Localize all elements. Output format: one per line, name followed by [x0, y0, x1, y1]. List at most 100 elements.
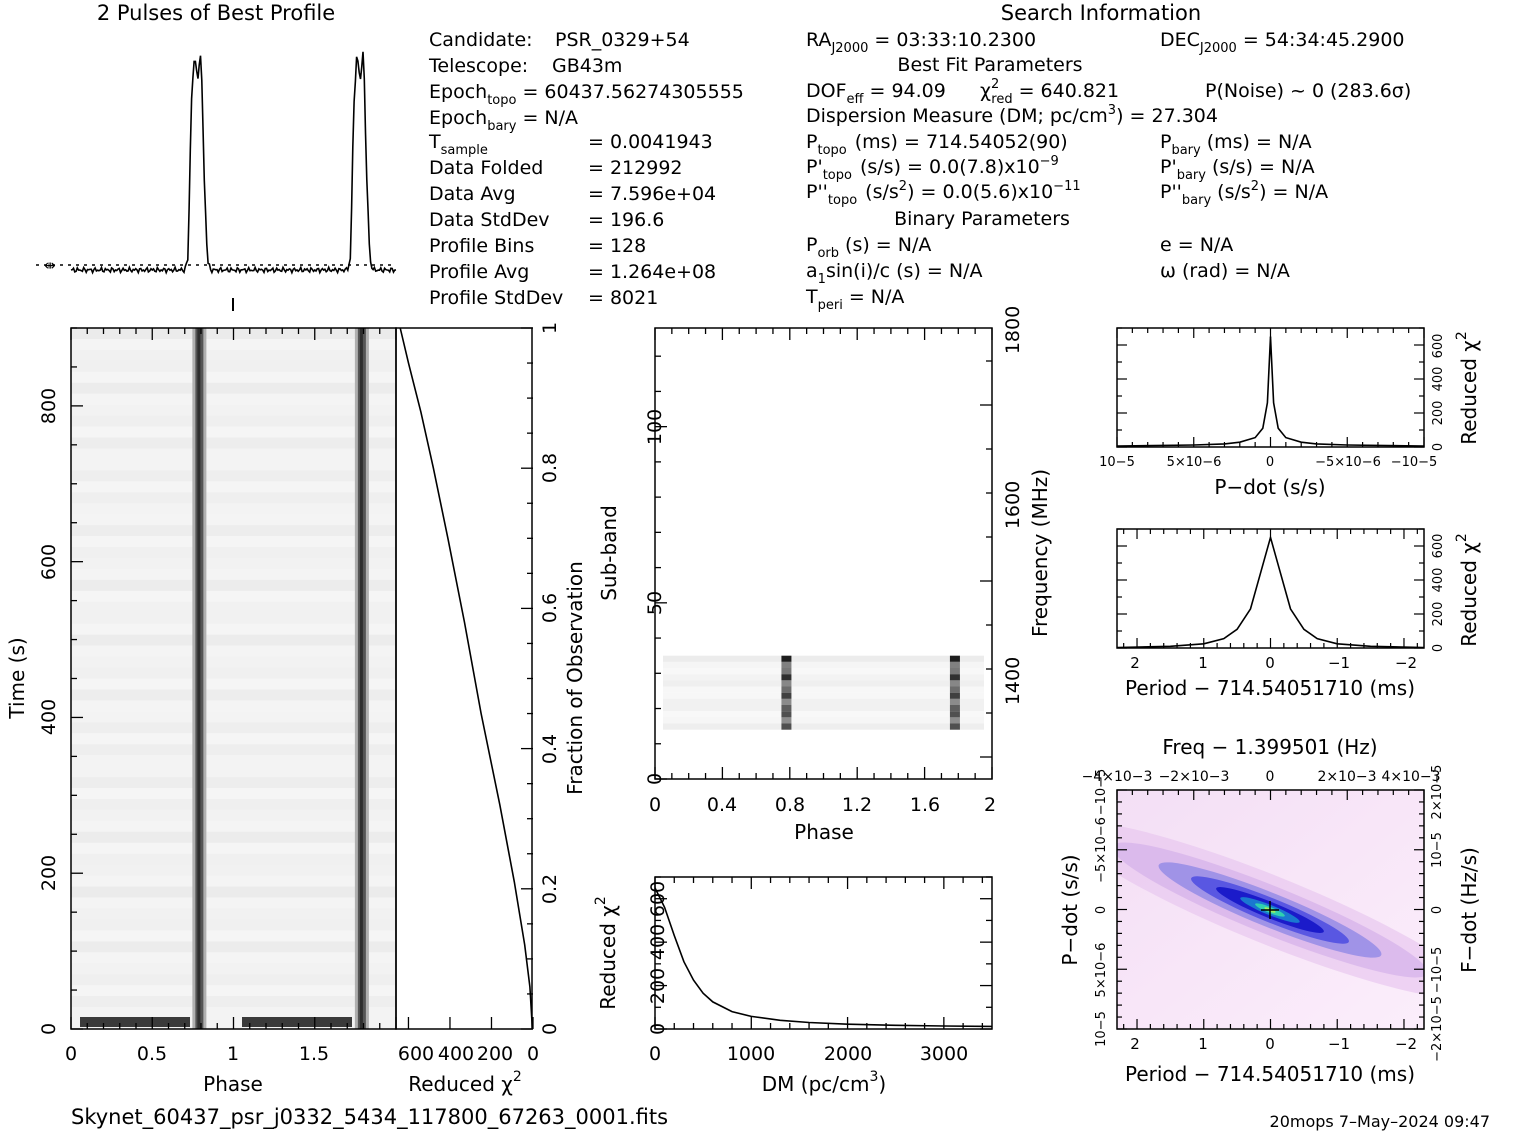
- ppd-ttick-2: 0: [1266, 769, 1275, 785]
- tp-row: [71, 525, 396, 537]
- sb-row: [663, 668, 984, 675]
- chi2-label: χ: [980, 80, 991, 102]
- per-xtick-4: −2: [1395, 654, 1417, 672]
- tp-row: [71, 601, 396, 613]
- pdot-ytick-3: 600: [1431, 334, 1446, 359]
- tchi-xlabel: Reduced χ2: [408, 1069, 522, 1096]
- ptopo-label: P: [806, 131, 817, 153]
- tp-row: [71, 908, 396, 920]
- tchi-xtick-0: 600: [398, 1043, 434, 1065]
- best-fit-heading: Best Fit Parameters: [897, 54, 1082, 76]
- per-xtick-3: −1: [1328, 654, 1350, 672]
- sb-row: [663, 698, 984, 705]
- ppd-xtick-0: 2: [1130, 1035, 1140, 1053]
- frac-ytick-2: 0.4: [539, 734, 561, 764]
- svg-text:Tsample= 0.0041943: Tsample = 0.0041943: [428, 131, 713, 158]
- tp-row: [71, 766, 396, 778]
- per-xtick-1: 1: [1198, 654, 1208, 672]
- dm-value: ) = 27.304: [1116, 105, 1218, 127]
- frequency-ylabel: Frequency (MHz): [1028, 469, 1052, 637]
- ppd-ylabel: P−dot (s/s): [1058, 854, 1082, 965]
- tp-row: [71, 996, 396, 1008]
- ppd-left-ticklabels: 10−5 5×10−6 0 −5×10−6 −10−5: [1094, 769, 1109, 1047]
- tp-row: [71, 404, 396, 416]
- epoch-topo-value: = 60437.56274305555: [522, 81, 743, 103]
- telescope-value: GB43m: [552, 55, 622, 77]
- ppd-xtick-2: 0: [1265, 1035, 1275, 1053]
- time-chi2-frame: [395, 327, 533, 1030]
- frac-ytick-4: 0.8: [539, 453, 561, 483]
- svg-text:P''bary(s/s2) = N/A: P''bary (s/s2) = N/A: [1160, 179, 1328, 208]
- porb-label: P: [806, 234, 817, 256]
- sb-pulse-cell: [949, 705, 960, 712]
- ppd-ytick-4: −10−5: [1094, 769, 1109, 816]
- a1-value: sin(i)/c (s) = N/A: [826, 260, 983, 282]
- dm-xticklabels: 0 1000 2000 3000: [649, 1043, 968, 1065]
- pdot-chi2-curve: [1116, 336, 1425, 447]
- profile-error-marker: ⇼: [44, 258, 56, 274]
- dm-chi2-ticks: [654, 876, 992, 1030]
- pddot-topo-value: (s/s: [865, 181, 899, 203]
- footer-filename: Skynet_60437_psr_j0332_5434_117800_67263…: [71, 1105, 668, 1130]
- tp-row: [71, 437, 396, 449]
- svg-text:Data StdDev= 196.6: Data StdDev = 196.6: [429, 209, 664, 231]
- epoch-topo-label: Epoch: [429, 81, 487, 103]
- tp-row: [71, 722, 396, 734]
- pnoise-value: P(Noise) ~ 0: [1205, 80, 1324, 102]
- tp-ytick-3: 600: [38, 544, 60, 580]
- ppd-title: Freq − 1.399501 (Hz): [1162, 735, 1377, 759]
- porb-value: (s) = N/A: [845, 234, 931, 256]
- sb-pulse-cell: [781, 723, 792, 730]
- tp-row: [71, 623, 396, 635]
- time-phase-plot: 0 0.5 1 1.5 0 200 400 600 800 Phase Time…: [5, 327, 397, 1096]
- tp-ytick-2: 400: [38, 699, 60, 735]
- tp-row: [71, 952, 396, 964]
- dof-value: = 94.09: [869, 80, 945, 102]
- tp-row: [71, 897, 396, 909]
- tp-row: [71, 689, 396, 701]
- ppd-ticks: [1116, 789, 1425, 1030]
- sb-pulse-cell: [949, 674, 960, 681]
- tp-row: [71, 919, 396, 931]
- tp-row: [71, 612, 396, 624]
- dm-ylabel: Reduced χ2: [593, 896, 620, 1010]
- svg-text:P'topo(s/s) = 0.0(7.8)x10−9: P'topo (s/s) = 0.0(7.8)x10−9: [806, 154, 1059, 183]
- profile-bins-label: Profile Bins: [429, 235, 534, 257]
- tchi-xtick-1: 400: [438, 1043, 474, 1065]
- dm-xtick-0: 0: [649, 1043, 661, 1065]
- tp-row: [71, 514, 396, 526]
- data-folded-label: Data Folded: [429, 157, 543, 179]
- sb-row: [663, 661, 984, 668]
- sb-pulse-cell: [949, 655, 960, 662]
- dm-ytick-0: 0: [647, 1023, 669, 1035]
- tchi-xtick-2: 200: [477, 1043, 513, 1065]
- ppd-y2tick-1: −10−5: [1430, 947, 1445, 994]
- tp-row: [71, 645, 396, 657]
- a1-label: a: [806, 260, 818, 282]
- tp-row: [71, 809, 396, 821]
- per-xlabel: Period − 714.54051710 (ms): [1125, 676, 1415, 700]
- pdot-ytick-1: 200: [1431, 401, 1446, 426]
- data-avg-label: Data Avg: [429, 183, 516, 205]
- ppd-ttick-0: −4×10−3: [1082, 769, 1153, 785]
- ppd-y2tick-0: −2×10−5: [1430, 996, 1445, 1062]
- tp-row: [71, 349, 396, 361]
- sb-row: [663, 711, 984, 718]
- tp-row: [71, 788, 396, 799]
- pddot-bary-value: (s/s: [1217, 181, 1251, 203]
- frequency-yticklabels: 1400 1600 1800: [1002, 306, 1024, 705]
- frac-ytick-5: 1: [539, 322, 561, 334]
- dm-ytick-3: 600: [647, 881, 669, 917]
- svg-text:Epochtopo= 60437.56274305555: Epochtopo = 60437.56274305555: [429, 81, 744, 108]
- tp-bottom-row: [242, 1017, 352, 1027]
- tp-row: [71, 985, 396, 997]
- tp-row: [71, 875, 396, 887]
- tp-ytick-4: 800: [38, 388, 60, 424]
- pdot-bary-value: (s/s) = N/A: [1212, 156, 1315, 178]
- tp-row: [71, 711, 396, 723]
- profile-plot: ⇼: [36, 51, 397, 311]
- tp-row: [71, 481, 396, 493]
- tperi-label: T: [805, 286, 818, 308]
- pdot-xtick-4: −10−5: [1391, 455, 1438, 470]
